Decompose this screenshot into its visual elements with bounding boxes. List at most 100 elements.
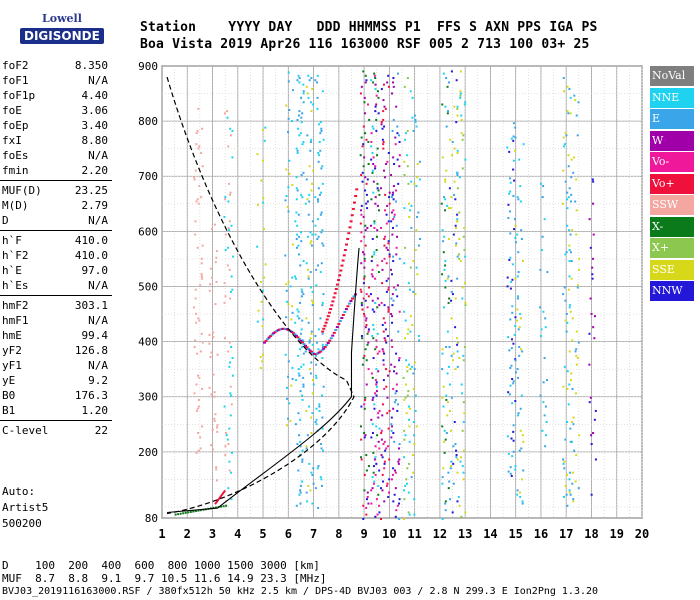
echo-point [347, 232, 351, 235]
echo-point [208, 333, 211, 336]
echo-point [516, 368, 519, 371]
echo-point [370, 145, 373, 148]
echo-point [404, 484, 407, 487]
echo-point [299, 445, 302, 448]
echo-point [340, 316, 344, 319]
echo-point [302, 101, 305, 104]
echo-point [515, 371, 518, 374]
echo-point [570, 176, 573, 179]
echo-point [223, 282, 226, 285]
echo-point [376, 147, 379, 150]
echo-point [215, 506, 218, 509]
echo-point [372, 127, 375, 130]
echo-point [362, 215, 365, 218]
echo-point [395, 200, 398, 203]
echo-point [307, 484, 310, 487]
echo-point [512, 424, 515, 427]
echo-point [388, 478, 391, 481]
echo-point [450, 299, 453, 302]
echo-point [407, 511, 410, 514]
echo-point [319, 271, 322, 274]
echo-point [443, 268, 446, 271]
echo-point [210, 351, 213, 354]
echo-point [407, 491, 410, 494]
echo-point [378, 350, 381, 353]
echo-point [381, 348, 384, 351]
echo-point [514, 224, 517, 227]
echo-point [392, 81, 395, 84]
echo-point [455, 456, 458, 459]
echo-point [416, 273, 419, 276]
echo-point [375, 425, 378, 428]
echo-point [224, 454, 227, 457]
echo-point [310, 432, 313, 435]
echo-point [386, 445, 389, 448]
echo-point [229, 134, 232, 137]
echo-point [519, 185, 522, 188]
echo-point [288, 402, 291, 405]
echo-point [514, 126, 517, 129]
echo-point [374, 392, 377, 395]
echo-point [197, 202, 200, 205]
echo-point [391, 321, 394, 324]
echo-point [460, 132, 463, 135]
echo-point [305, 447, 308, 450]
param-name: fmin [2, 164, 29, 177]
echo-point [281, 327, 285, 330]
echo-point [229, 290, 232, 293]
echo-point [394, 398, 397, 401]
echo-point [459, 456, 462, 459]
echo-point [314, 354, 317, 357]
echo-point [390, 220, 393, 223]
echo-point [463, 346, 466, 349]
echo-point [372, 471, 375, 474]
echo-point [223, 405, 226, 408]
x-tick-label: 14 [483, 527, 497, 541]
echo-point [448, 187, 451, 190]
echo-point [360, 304, 363, 307]
echo-point [306, 134, 309, 137]
echo-point [376, 513, 379, 516]
echo-point [317, 235, 320, 238]
echo-point [509, 466, 512, 469]
echo-point [454, 326, 457, 329]
echo-point [209, 283, 212, 286]
echo-point [305, 409, 308, 412]
echo-point [223, 112, 226, 115]
echo-point [539, 306, 542, 309]
param-value: N/A [88, 214, 108, 227]
echo-point [282, 327, 286, 330]
echo-point [307, 275, 310, 278]
echo-point [542, 401, 545, 404]
echo-point [224, 233, 227, 236]
echo-point [460, 114, 463, 117]
echo-point [227, 443, 230, 446]
echo-point [404, 246, 407, 249]
echo-point [261, 360, 264, 363]
echo-point [287, 280, 290, 283]
echo-point [307, 213, 310, 216]
echo-point [360, 209, 363, 212]
echo-point [392, 255, 395, 258]
echo-point [297, 213, 300, 216]
param-name: hmF2 [2, 299, 29, 312]
echo-point [273, 331, 277, 334]
echo-point [387, 242, 390, 245]
echo-point [220, 505, 223, 508]
echo-point [321, 304, 324, 307]
param-value: 3.40 [81, 119, 109, 132]
echo-point [450, 317, 453, 320]
echo-point [286, 424, 289, 427]
echo-point [314, 224, 317, 227]
echo-point [387, 85, 390, 88]
echo-point [295, 237, 298, 240]
echo-point [516, 275, 519, 278]
echo-point [569, 96, 572, 99]
echo-point [215, 466, 218, 469]
echo-point [291, 276, 294, 279]
echo-point [224, 198, 227, 201]
echo-point [374, 202, 377, 205]
echo-point [396, 284, 399, 287]
echo-point [362, 70, 365, 73]
echo-point [312, 301, 315, 304]
